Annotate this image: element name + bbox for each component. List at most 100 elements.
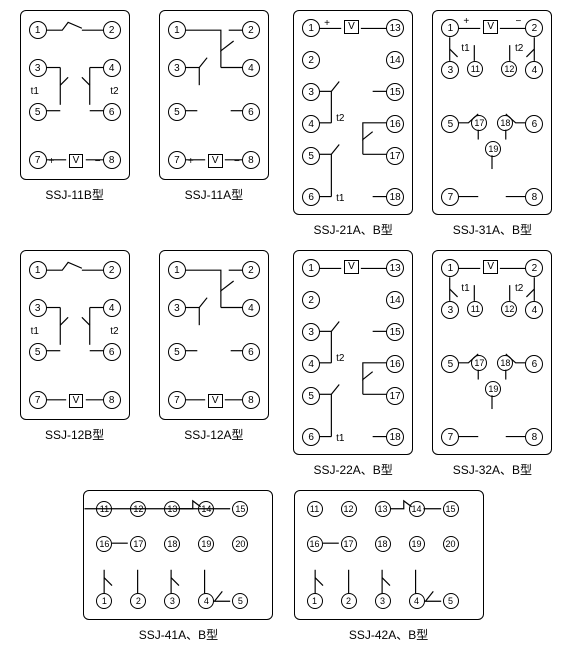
pin-20: 20 xyxy=(443,536,459,552)
pin-18: 18 xyxy=(497,115,513,131)
pin-2: 2 xyxy=(242,21,260,39)
pin-12: 12 xyxy=(501,301,517,317)
pin-18: 18 xyxy=(497,355,513,371)
diagram-ssj-21ab: 1 13 2 14 3 15 4 16 5 17 6 18 + V t2 t1 xyxy=(293,10,413,215)
label-v: V xyxy=(69,154,84,168)
label-v: V xyxy=(344,260,359,274)
wires xyxy=(294,11,412,214)
pin-2: 2 xyxy=(341,593,357,609)
label-t2: t2 xyxy=(110,86,118,97)
pin-17: 17 xyxy=(471,355,487,371)
cell-ssj-32ab: 1 2 3 11 12 4 5 17 18 6 19 7 8 V t1 t2 xyxy=(428,250,557,478)
pin-5: 5 xyxy=(168,343,186,361)
pin-5: 5 xyxy=(302,387,320,405)
pin-12: 12 xyxy=(130,501,146,517)
caption: SSJ-31A、B型 xyxy=(453,221,532,238)
pin-6: 6 xyxy=(302,428,320,446)
pin-5: 5 xyxy=(29,103,47,121)
label-plus: + xyxy=(188,156,194,167)
pin-3: 3 xyxy=(302,83,320,101)
label-minus: − xyxy=(234,156,240,167)
label-plus: + xyxy=(49,156,55,167)
pin-6: 6 xyxy=(103,343,121,361)
pin-14: 14 xyxy=(409,501,425,517)
pin-5: 5 xyxy=(29,343,47,361)
diagram-ssj-22ab: 1 13 2 14 3 15 4 16 5 17 6 18 V t2 t1 xyxy=(293,250,413,455)
label-v: V xyxy=(208,154,223,168)
cell-ssj-11b: 1 2 3 4 5 6 7 8 t1 t2 + V − SSJ-11B型 xyxy=(10,10,139,238)
caption: SSJ-11A型 xyxy=(185,186,243,203)
caption: SSJ-22A、B型 xyxy=(313,461,392,478)
pin-3: 3 xyxy=(441,61,459,79)
cell-ssj-22ab: 1 13 2 14 3 15 4 16 5 17 6 18 V t2 t1 SS… xyxy=(289,250,418,478)
diagram-ssj-12b: 1 2 3 4 5 6 7 8 t1 t2 V xyxy=(20,250,130,420)
pin-5: 5 xyxy=(232,593,248,609)
pin-1: 1 xyxy=(96,593,112,609)
pin-7: 7 xyxy=(29,391,47,409)
pin-8: 8 xyxy=(242,151,260,169)
pin-5: 5 xyxy=(441,355,459,373)
diagram-ssj-41ab: 11 12 13 14 15 16 17 18 19 20 1 2 3 4 5 xyxy=(83,490,273,620)
pin-4: 4 xyxy=(242,299,260,317)
pin-3: 3 xyxy=(375,593,391,609)
label-t1: t1 xyxy=(336,433,344,444)
label-minus: − xyxy=(95,156,101,167)
diagram-ssj-31ab: 1 2 3 11 12 4 5 17 18 6 19 7 8 + V − t1 … xyxy=(432,10,552,215)
pin-3: 3 xyxy=(302,323,320,341)
label-t1: t1 xyxy=(31,326,39,337)
pin-4: 4 xyxy=(302,115,320,133)
pin-17: 17 xyxy=(471,115,487,131)
pin-3: 3 xyxy=(29,59,47,77)
pin-1: 1 xyxy=(168,261,186,279)
pin-4: 4 xyxy=(198,593,214,609)
diagram-ssj-42ab: 11 12 13 14 15 16 17 18 19 20 1 2 3 4 5 xyxy=(294,490,484,620)
pin-1: 1 xyxy=(441,259,459,277)
pin-3: 3 xyxy=(441,301,459,319)
pin-1: 1 xyxy=(302,19,320,37)
diagram-ssj-11b: 1 2 3 4 5 6 7 8 t1 t2 + V − xyxy=(20,10,130,180)
pin-11: 11 xyxy=(467,301,483,317)
pin-17: 17 xyxy=(386,387,404,405)
pin-15: 15 xyxy=(386,83,404,101)
label-t1: t1 xyxy=(461,43,469,54)
pin-1: 1 xyxy=(307,593,323,609)
pin-6: 6 xyxy=(242,103,260,121)
cell-ssj-31ab: 1 2 3 11 12 4 5 17 18 6 19 7 8 + V − t1 … xyxy=(428,10,557,238)
pin-2: 2 xyxy=(130,593,146,609)
pin-14: 14 xyxy=(198,501,214,517)
pin-17: 17 xyxy=(130,536,146,552)
pin-7: 7 xyxy=(29,151,47,169)
label-minus: − xyxy=(516,16,522,27)
pin-3: 3 xyxy=(164,593,180,609)
pin-6: 6 xyxy=(242,343,260,361)
pin-5: 5 xyxy=(441,115,459,133)
label-v: V xyxy=(208,394,223,408)
pin-6: 6 xyxy=(302,188,320,206)
pin-1: 1 xyxy=(29,21,47,39)
pin-17: 17 xyxy=(386,147,404,165)
diagram-ssj-11a: 1 2 3 4 5 6 7 8 + V − xyxy=(159,10,269,180)
pin-19: 19 xyxy=(409,536,425,552)
pin-5: 5 xyxy=(302,147,320,165)
caption: SSJ-12A型 xyxy=(184,426,243,443)
caption: SSJ-32A、B型 xyxy=(453,461,532,478)
diagram-ssj-12a: 1 2 3 4 5 6 7 8 V xyxy=(159,250,269,420)
label-t2: t2 xyxy=(336,113,344,124)
pin-15: 15 xyxy=(443,501,459,517)
pin-11: 11 xyxy=(307,501,323,517)
row-3: 11 12 13 14 15 16 17 18 19 20 1 2 3 4 5 xyxy=(78,490,488,643)
pin-7: 7 xyxy=(441,188,459,206)
pin-3: 3 xyxy=(168,299,186,317)
pin-6: 6 xyxy=(525,115,543,133)
label-t2: t2 xyxy=(515,283,523,294)
pin-8: 8 xyxy=(525,188,543,206)
label-v: V xyxy=(344,20,359,34)
pin-13: 13 xyxy=(386,19,404,37)
pin-19: 19 xyxy=(485,381,501,397)
wires xyxy=(433,11,551,214)
pin-13: 13 xyxy=(386,259,404,277)
pin-19: 19 xyxy=(198,536,214,552)
pin-8: 8 xyxy=(103,391,121,409)
cell-ssj-11a: 1 2 3 4 5 6 7 8 + V − SSJ-11A型 xyxy=(149,10,278,238)
diagram-ssj-32ab: 1 2 3 11 12 4 5 17 18 6 19 7 8 V t1 t2 xyxy=(432,250,552,455)
